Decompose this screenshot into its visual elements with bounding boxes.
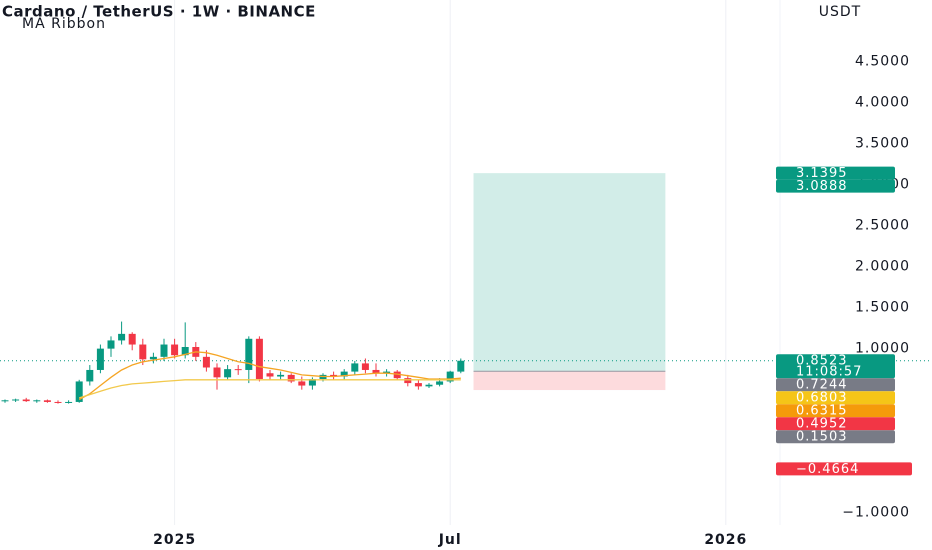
price-tag xyxy=(776,404,895,418)
candle-body xyxy=(54,401,62,403)
chart-title: Cardano / TetherUS · 1W · BINANCE xyxy=(2,3,316,21)
candle-body xyxy=(372,369,380,374)
price-tag-label: 0.7244 xyxy=(796,378,848,393)
price-tag-label: 0.6803 xyxy=(796,391,848,406)
candle-body xyxy=(96,348,104,370)
candle-body xyxy=(351,363,359,372)
y-tick-label: 1.0000 xyxy=(855,341,910,357)
profit-zone xyxy=(473,173,666,372)
x-tick-label: 2025 xyxy=(153,532,196,548)
price-tag xyxy=(776,179,895,193)
candle-body xyxy=(425,384,433,387)
candle-body xyxy=(43,400,51,402)
price-tag-label: 0.6315 xyxy=(796,404,848,419)
candle-body xyxy=(393,371,401,379)
loss-zone xyxy=(473,371,666,391)
y-tick-label: 4.5000 xyxy=(855,54,910,70)
candle-body xyxy=(457,360,465,372)
y-tick-label: 2.0000 xyxy=(855,259,910,275)
y-tick-label: 4.0000 xyxy=(855,95,910,111)
candle-body xyxy=(149,356,157,360)
candle-body xyxy=(446,371,454,382)
candle-body xyxy=(202,356,210,368)
candle-body xyxy=(75,381,83,402)
candle-body xyxy=(414,383,422,387)
price-tag xyxy=(776,462,912,476)
candle-body xyxy=(234,369,242,371)
price-tag xyxy=(776,166,895,180)
countdown: 11:08:57 xyxy=(796,365,862,380)
candle-body xyxy=(287,374,295,382)
price-tag xyxy=(776,378,895,392)
candle-body xyxy=(65,401,73,403)
price-tag xyxy=(776,354,895,379)
candle-body xyxy=(181,346,189,356)
candle-body xyxy=(277,374,285,377)
x-tick-label: 2026 xyxy=(704,532,747,548)
candle-body xyxy=(160,344,168,357)
ma-line xyxy=(79,379,461,399)
candle-body xyxy=(224,369,232,378)
indicator-name: MA Ribbon xyxy=(22,16,106,32)
candle-body xyxy=(107,340,115,349)
y-axis-label: USDT xyxy=(819,4,861,20)
price-tag-label: 0.1503 xyxy=(796,430,848,445)
ma-line xyxy=(78,351,461,401)
price-tag-label: 0.4952 xyxy=(796,417,848,432)
candle-body xyxy=(213,367,221,378)
candle-body xyxy=(383,371,391,374)
price-tag-label: 3.0888 xyxy=(796,179,848,194)
candle-body xyxy=(340,371,348,377)
candle-body xyxy=(33,400,41,402)
candle-body xyxy=(22,399,30,402)
candle-body xyxy=(12,399,20,401)
y-tick-label: 2.5000 xyxy=(855,218,910,234)
candle-body xyxy=(298,381,306,386)
price-tag-label: −0.4664 xyxy=(796,462,859,477)
candle-body xyxy=(436,381,444,385)
candle-body xyxy=(404,378,412,384)
y-tick-label: −1.0000 xyxy=(842,505,910,521)
candle-body xyxy=(139,344,147,360)
candle-body xyxy=(361,363,369,370)
price-tag xyxy=(776,417,895,431)
y-tick-label: 1.5000 xyxy=(855,300,910,316)
candle-body xyxy=(1,400,9,402)
candle-body xyxy=(171,344,179,356)
candle-body xyxy=(255,338,263,379)
y-tick-label: 3.5000 xyxy=(855,136,910,152)
candle-body xyxy=(245,338,253,370)
price-tag-label: 3.1395 xyxy=(796,166,848,181)
candle-body xyxy=(266,373,274,377)
candle-body xyxy=(118,333,126,341)
candle-body xyxy=(128,333,136,345)
candle-body xyxy=(330,374,338,377)
candle-body xyxy=(86,369,94,382)
price-tag xyxy=(776,391,895,405)
price-tag xyxy=(776,430,895,444)
price-tag-label: 0.8523 xyxy=(796,354,848,369)
x-tick-label: Jul xyxy=(438,532,462,548)
candle-body xyxy=(308,378,316,386)
